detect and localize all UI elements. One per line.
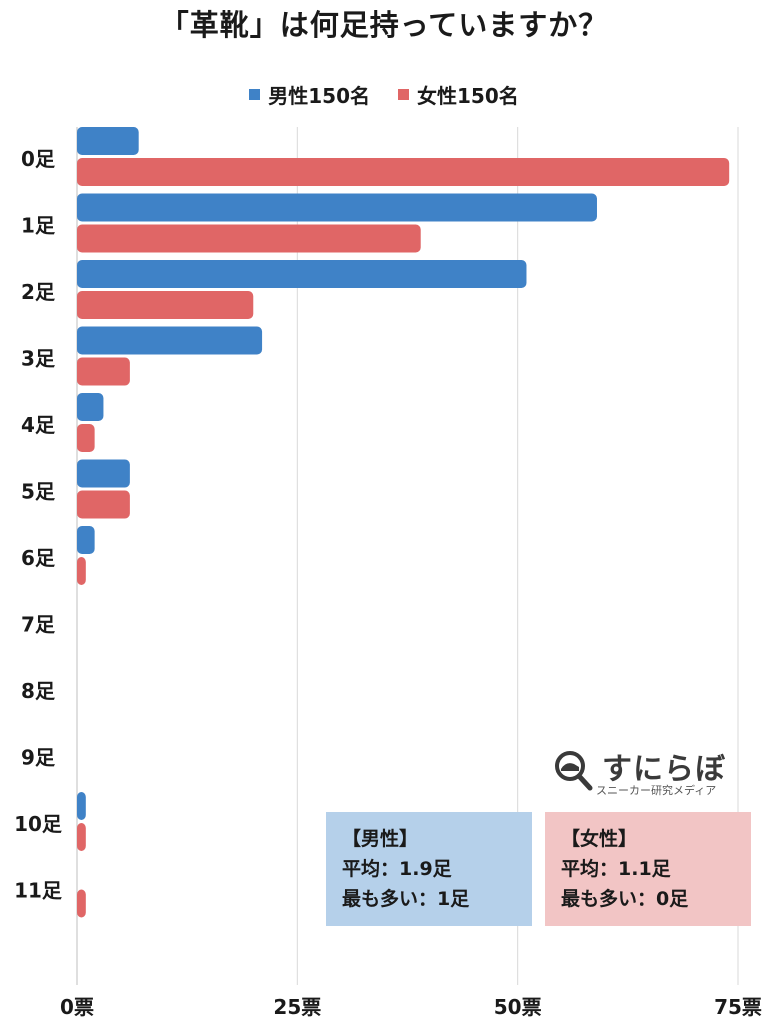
category-label: 9足 — [21, 746, 56, 770]
bar-male — [77, 459, 130, 488]
stats-box-female: 【女性】 平均：1.1足 最も多い：0足 — [545, 812, 751, 926]
x-tick-label: 50票 — [494, 995, 542, 1019]
bar-female — [77, 490, 130, 519]
x-tick-label: 25票 — [273, 995, 321, 1019]
category-label: 1足 — [21, 214, 56, 238]
category-label: 3足 — [21, 347, 56, 371]
legend-swatch-female — [398, 89, 409, 100]
bar-female — [77, 357, 130, 386]
stats-male-average: 平均：1.9足 — [342, 858, 452, 880]
x-tick-label: 75票 — [714, 995, 762, 1019]
category-label: 8足 — [21, 679, 56, 703]
bar-female — [77, 424, 95, 452]
bar-female — [77, 158, 730, 186]
logo-tagline: スニーカー研究メディア — [596, 784, 717, 797]
bar-male — [77, 393, 104, 421]
category-label: 6足 — [21, 546, 56, 570]
bar-female — [77, 889, 86, 918]
logo-name: すにらぼ — [602, 752, 726, 787]
category-label: 4足 — [21, 413, 56, 437]
legend-label-male: 男性150名 — [268, 84, 370, 108]
bar-male — [77, 326, 263, 355]
bar-female — [77, 557, 86, 585]
x-tick-label: 0票 — [60, 995, 94, 1019]
category-label: 11足 — [14, 879, 63, 903]
category-label: 10足 — [14, 812, 63, 836]
stats-female-header: 【女性】 — [561, 828, 638, 850]
logo: すにらぼ スニーカー研究メディア — [552, 744, 752, 804]
bar-male — [77, 260, 527, 288]
stats-male-most: 最も多い：1足 — [342, 888, 470, 910]
legend-item-male: 男性150名 — [249, 80, 370, 109]
bar-male — [77, 193, 597, 222]
category-label: 0足 — [21, 147, 56, 171]
bar-male — [77, 526, 95, 554]
category-label: 2足 — [21, 280, 56, 304]
category-label: 7足 — [21, 613, 56, 637]
chart-title: 「革靴」は何足持っていますか？ — [159, 8, 609, 42]
legend-label-female: 女性150名 — [417, 84, 519, 108]
bar-female — [77, 224, 421, 253]
legend-item-female: 女性150名 — [398, 80, 519, 109]
magnifier-sneaker-icon — [555, 751, 593, 791]
bar-male — [77, 127, 139, 155]
stats-box-male: 【男性】 平均：1.9足 最も多い：1足 — [326, 812, 532, 926]
bar-female — [77, 291, 254, 319]
legend: 男性150名 女性150名 — [0, 80, 768, 109]
bar-male — [77, 792, 86, 820]
stats-female-average: 平均：1.1足 — [561, 858, 671, 880]
stats-female-most: 最も多い：0足 — [561, 888, 689, 910]
stats-male-header: 【男性】 — [342, 828, 419, 850]
bar-female — [77, 823, 86, 851]
category-label: 5足 — [21, 480, 56, 504]
legend-swatch-male — [249, 89, 261, 100]
